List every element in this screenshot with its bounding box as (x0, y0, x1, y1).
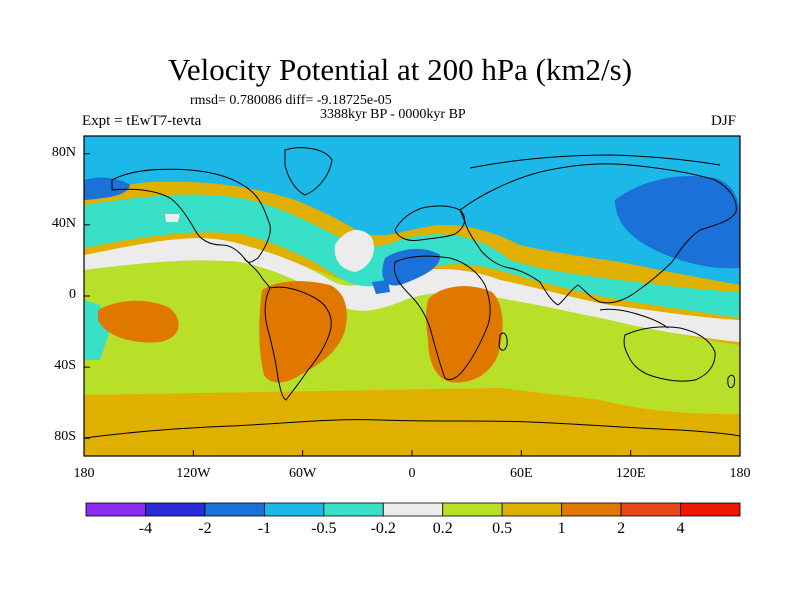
colorbar-swatch (323, 502, 384, 517)
map-title: Velocity Potential at 200 hPa (km2/s) (167, 52, 633, 87)
colorbar-label: -4 (138, 520, 153, 537)
colorbar-label: -2 (198, 520, 212, 537)
experiment-label: Expt = tEwT7-tevta (82, 113, 202, 129)
colorbar-label: -1 (257, 520, 272, 537)
colorbar-swatch (145, 502, 206, 517)
period-text: 3388kyr BP - 0000kyr BP (320, 107, 466, 122)
lon-tick-label: 60E (510, 466, 533, 481)
coastlines (84, 147, 740, 439)
colorbar-swatch (85, 502, 146, 517)
stats-text: rmsd= 0.780086 diff= -9.18725e-05 (190, 93, 392, 108)
colorbar-label: 4 (676, 520, 685, 537)
lon-tick-label: 120E (615, 466, 646, 481)
colorbar-label: 2 (617, 520, 626, 537)
colorbar-swatch (561, 502, 622, 517)
lat-tick-label: 0 (69, 287, 76, 302)
colorbar (85, 502, 741, 517)
colorbar-swatch (263, 502, 325, 517)
lon-tick-label: 60W (289, 466, 317, 481)
lon-tick-label: 0 (408, 466, 416, 481)
lon-tick-label: 120W (176, 466, 211, 481)
colorbar-swatch (680, 502, 741, 517)
lat-tick-label: 40S (54, 358, 76, 374)
lon-tick-label: 180 (73, 466, 95, 481)
lat-tick-label: 80N (51, 144, 76, 160)
colorbar-swatch (382, 502, 444, 517)
contour-fill (84, 136, 740, 456)
season-label: DJF (711, 113, 737, 129)
colorbar-swatch (442, 502, 503, 517)
colorbar-label: 0.5 (492, 520, 513, 537)
colorbar-swatch (501, 502, 563, 517)
lat-tick-label: 80S (54, 429, 76, 445)
lat-tick-label: 40N (51, 215, 76, 231)
colorbar-label: -0.2 (370, 520, 396, 537)
colorbar-label: 1 (557, 520, 566, 537)
colorbar-swatch (204, 502, 265, 517)
colorbar-label: 0.2 (432, 520, 453, 537)
lon-tick-label: 180 (729, 466, 751, 481)
colorbar-label: -0.5 (311, 520, 337, 537)
colorbar-swatch (620, 502, 681, 517)
